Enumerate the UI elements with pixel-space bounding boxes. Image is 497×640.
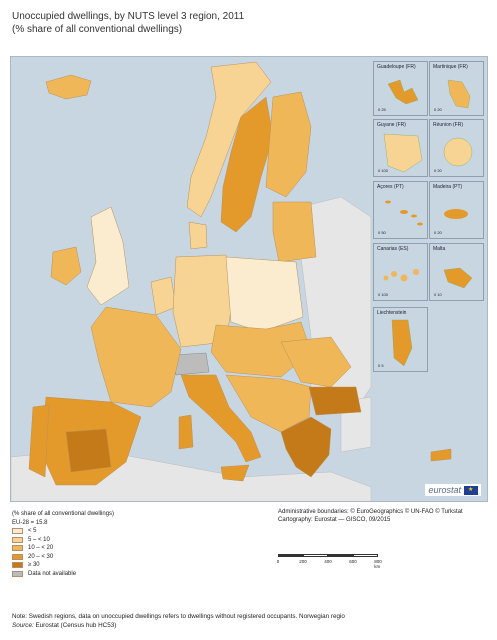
region-sweden bbox=[220, 96, 274, 233]
legend-swatch bbox=[12, 553, 23, 560]
region-iceland bbox=[45, 74, 92, 100]
legend-label: 10 – < 20 bbox=[28, 545, 54, 551]
scale-tick: 600 bbox=[349, 559, 357, 564]
map-frame: Guadeloupe (FR) 0 25 Martinique (FR) 0 2… bbox=[10, 56, 488, 502]
legend-label: 20 – < 30 bbox=[28, 553, 54, 560]
scale-tick: 400 bbox=[324, 559, 332, 564]
inset-label: Açores (PT) bbox=[377, 184, 404, 190]
legend-swatch bbox=[12, 536, 23, 543]
eu-flag-icon bbox=[464, 485, 478, 495]
region-ireland bbox=[50, 246, 82, 286]
legend-swatch bbox=[12, 562, 23, 569]
region-france bbox=[90, 306, 182, 408]
region-uk bbox=[86, 206, 130, 306]
legend-item: 5 – < 10 bbox=[12, 536, 114, 545]
region-balkans bbox=[225, 374, 312, 433]
region-italy bbox=[180, 374, 262, 463]
inset-label: Canarias (ES) bbox=[377, 246, 409, 252]
legend-swatch bbox=[12, 528, 23, 535]
legend-swatch bbox=[12, 545, 23, 552]
region-norway bbox=[186, 61, 272, 218]
region-romania bbox=[280, 336, 352, 388]
inset-canarias: Canarias (ES) 0 100 bbox=[373, 243, 428, 301]
region-finland bbox=[265, 91, 312, 198]
legend-item: < 5 bbox=[12, 527, 114, 536]
inset-madeira: Madeira (PT) 0 20 bbox=[429, 181, 484, 239]
legend-label: 5 – < 10 bbox=[28, 536, 50, 543]
scale-tick: 800 km bbox=[374, 559, 382, 569]
inset-scale: 0 10 bbox=[434, 292, 442, 297]
europe-map bbox=[11, 61, 452, 501]
inset-azores: Açores (PT) 0 50 bbox=[373, 181, 428, 239]
inset-reunion: Réunion (FR) 0 20 bbox=[429, 119, 484, 177]
legend-eu-value: EU-28 = 15.8 bbox=[12, 519, 48, 526]
credits-boundaries: Administrative boundaries: © EuroGeograp… bbox=[278, 509, 463, 515]
legend-label: Data not available bbox=[28, 570, 77, 577]
region-sardinia bbox=[178, 414, 194, 450]
inset-scale: 0 20 bbox=[434, 230, 442, 235]
inset-label: Malta bbox=[433, 246, 446, 252]
legend-heading: (% share of all conventional dwellings) bbox=[12, 511, 115, 517]
inset-scale: 0 25 bbox=[378, 107, 386, 112]
region-greece bbox=[280, 416, 332, 478]
legend-item: Data not available bbox=[12, 570, 114, 579]
region-portugal bbox=[28, 404, 50, 478]
inset-scale: 0 50 bbox=[378, 230, 386, 235]
legend-item: 10 – < 20 bbox=[12, 544, 114, 553]
inset-label: Martinique (FR) bbox=[433, 64, 468, 70]
source-label: Source: bbox=[12, 622, 34, 629]
inset-scale: 0 100 bbox=[378, 292, 389, 297]
legend: (% share of all conventional dwellings) … bbox=[12, 510, 114, 578]
inset-label: Madeira (PT) bbox=[433, 184, 463, 190]
inset-martinique: Martinique (FR) 0 20 bbox=[429, 61, 484, 116]
map-title: Unoccupied dwellings, by NUTS level 3 re… bbox=[12, 10, 244, 36]
inset-scale: 0 100 bbox=[378, 168, 389, 173]
credits-cartography: Cartography: Eurostat — GISCO, 09/2015 bbox=[278, 517, 391, 523]
inset-scale: 0 20 bbox=[434, 107, 442, 112]
inset-scale: 0 5 bbox=[378, 363, 384, 368]
inset-label: Réunion (FR) bbox=[433, 122, 464, 128]
legend-item: ≥ 30 bbox=[12, 561, 114, 570]
title-subtitle: (% share of all conventional dwellings) bbox=[12, 24, 183, 35]
scale-bar: 0 200 400 600 800 km bbox=[276, 554, 382, 569]
region-poland bbox=[225, 256, 304, 333]
inset-label: Liechtenstein bbox=[377, 310, 407, 316]
legend-swatch bbox=[12, 570, 23, 577]
inset-liechtenstein: Liechtenstein 0 5 bbox=[373, 307, 428, 372]
scale-tick: 0 bbox=[276, 559, 280, 564]
footnote: Note: Swedish regions, data on unoccupie… bbox=[12, 612, 345, 630]
region-benelux bbox=[150, 276, 177, 316]
logo-text: eurostat bbox=[428, 485, 461, 495]
inset-label: Guyane (FR) bbox=[377, 122, 406, 128]
region-cyprus bbox=[430, 448, 452, 462]
inset-guadeloupe: Guadeloupe (FR) 0 25 bbox=[373, 61, 428, 116]
eurostat-logo: eurostat bbox=[425, 484, 481, 496]
title-main: Unoccupied dwellings, by NUTS level 3 re… bbox=[12, 11, 245, 22]
region-denmark bbox=[188, 221, 208, 250]
region-sicily bbox=[220, 464, 250, 482]
region-bulgaria bbox=[308, 386, 362, 416]
source-text: Eurostat (Census hub HC53) bbox=[33, 622, 117, 629]
inset-guyane: Guyane (FR) 0 100 bbox=[373, 119, 428, 177]
inset-label: Guadeloupe (FR) bbox=[377, 64, 416, 70]
inset-malta: Malta 0 10 bbox=[429, 243, 484, 301]
legend-item: 20 – < 30 bbox=[12, 553, 114, 562]
region-baltics bbox=[272, 201, 317, 263]
legend-label: < 5 bbox=[28, 528, 37, 534]
note-text: Note: Swedish regions, data on unoccupie… bbox=[12, 613, 345, 620]
region-spain-south bbox=[65, 428, 112, 473]
legend-label: ≥ 30 bbox=[28, 562, 40, 568]
inset-scale: 0 20 bbox=[434, 168, 442, 173]
scale-tick: 200 bbox=[299, 559, 307, 564]
credits: Administrative boundaries: © EuroGeograp… bbox=[278, 508, 463, 524]
